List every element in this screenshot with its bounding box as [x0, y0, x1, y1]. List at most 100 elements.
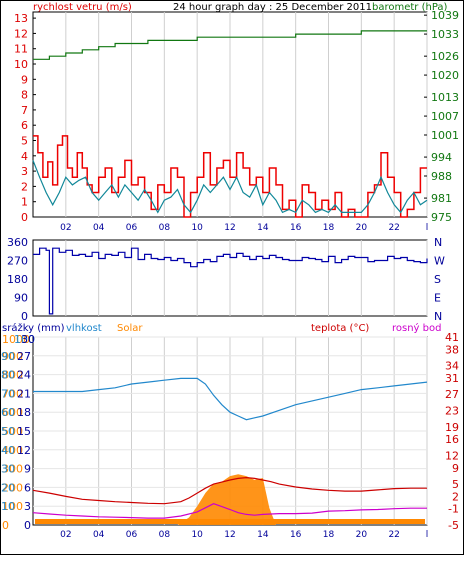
rain-ytick: 30 [21, 333, 35, 346]
temperature-ytick: 19 [445, 421, 459, 434]
solar-ytick: 400 [2, 444, 23, 457]
wind-xtick: 18 [323, 223, 335, 233]
humidity-ytick: 20 [1, 481, 15, 494]
wind-ytick: 0 [21, 211, 28, 224]
wind-ytick: 6 [21, 119, 28, 132]
temperature-xtick: 06 [126, 530, 138, 540]
series-wind-direction [33, 247, 428, 315]
humidity-ytick: 50 [1, 425, 15, 438]
solar-ytick: 900 [2, 350, 23, 363]
wind-ytick: 12 [14, 27, 28, 40]
temperature-xtick: 14 [257, 530, 269, 540]
legend-solar: Solar [117, 323, 143, 334]
solar-ytick: 1000 [2, 333, 30, 346]
temperature-ytick: 5 [452, 478, 459, 491]
solar-ytick: 600 [2, 406, 23, 419]
wind-xtick: 06 [126, 223, 138, 233]
wind-ytick: 7 [21, 104, 28, 117]
wind-ytick: 2 [21, 180, 28, 193]
rain-ytick: 21 [17, 387, 31, 400]
wind-xtick: l [426, 223, 429, 233]
solar-ytick: 0 [2, 519, 9, 532]
pressure-ytick: 994 [431, 151, 452, 164]
temperature-xtick: 02 [60, 530, 71, 540]
pressure-axis-label: barometr (hPa) [372, 2, 448, 13]
direction-compass-label: S [434, 273, 441, 286]
wind-ytick: 5 [21, 135, 28, 148]
temperature-ytick: 12 [445, 450, 459, 463]
panel-temperature: 02 04 06 08 10 12 14 16 18 20 22 l01002003004005006… [1, 331, 459, 540]
wind-xtick: 02 [60, 223, 71, 233]
wind-xtick: 08 [159, 223, 171, 233]
temperature-ytick: 16 [445, 433, 459, 446]
pressure-ytick: 1013 [431, 91, 459, 104]
solar-ytick: 100 [2, 500, 23, 513]
temperature-ytick: 38 [445, 343, 459, 356]
series-solar [177, 474, 276, 525]
humidity-ytick: 60 [1, 406, 15, 419]
temperature-ytick: -5 [448, 519, 459, 532]
temperature-ytick: 41 [445, 331, 459, 344]
temperature-xtick: 12 [224, 530, 235, 540]
wind-xtick: 10 [191, 223, 203, 233]
direction-compass-label: N [434, 236, 442, 249]
pressure-ytick: 981 [431, 192, 452, 205]
wind-ytick: 1 [21, 196, 28, 209]
temperature-xtick: 16 [290, 530, 302, 540]
humidity-ytick: 30 [1, 463, 15, 476]
direction-ytick: 360 [7, 236, 28, 249]
graph-title: 24 hour graph day : 25 December 2011 [173, 2, 372, 13]
direction-ytick: 90 [14, 292, 28, 305]
wind-xtick: 16 [290, 223, 302, 233]
temperature-xtick: 22 [388, 530, 399, 540]
direction-compass-label: N [434, 310, 442, 323]
solar-ytick: 500 [2, 425, 23, 438]
series-pressure [33, 30, 427, 60]
pressure-ytick: 1007 [431, 110, 459, 123]
series-solar-baseline [35, 519, 425, 524]
solar-ytick: 200 [2, 481, 23, 494]
wind-ytick: 4 [21, 150, 28, 163]
humidity-ytick: 10 [1, 500, 15, 513]
legend-temperature: teplota (°C) [311, 323, 369, 334]
wind-xtick: 04 [93, 223, 105, 233]
direction-ytick: 270 [7, 255, 28, 268]
solar-ytick: 700 [2, 387, 23, 400]
humidity-ytick: 40 [1, 444, 15, 457]
temperature-ytick: 9 [452, 462, 459, 475]
wind-ytick: 8 [21, 89, 28, 102]
rain-ytick: 12 [17, 444, 31, 457]
solar-ytick: 800 [2, 369, 23, 382]
pressure-ytick: 1020 [431, 69, 459, 82]
temperature-ytick: -1 [448, 503, 459, 516]
rain-ytick: 18 [17, 406, 31, 419]
temperature-xtick: 20 [356, 530, 368, 540]
wind-xtick: 14 [257, 223, 269, 233]
rain-ytick: 27 [17, 350, 31, 363]
rain-ytick: 0 [24, 519, 31, 532]
series-wind-average [32, 160, 428, 214]
rain-ytick: 3 [24, 500, 31, 513]
wind-ytick: 11 [14, 43, 28, 56]
pressure-ytick: 975 [431, 211, 452, 224]
temperature-ytick: 27 [445, 388, 459, 401]
series-dewpoint [32, 503, 427, 519]
solar-ytick: 300 [2, 463, 23, 476]
direction-ytick: 0 [21, 310, 28, 323]
temperature-xtick: 10 [191, 530, 203, 540]
humidity-ytick: 90 [1, 350, 15, 363]
direction-compass-label: W [434, 255, 445, 268]
humidity-ytick: 100 [14, 333, 35, 346]
pressure-ytick: 1001 [431, 129, 459, 142]
wind-ytick: 13 [14, 12, 28, 25]
humidity-ytick: 70 [1, 387, 15, 400]
temperature-ytick: 31 [445, 372, 459, 385]
temperature-xtick: 18 [323, 530, 335, 540]
temperature-xtick: l [426, 530, 429, 540]
wind-ytick: 9 [21, 73, 28, 86]
panel-wind: 02 04 06 08 10 12 14 16 18 20 22 l01234567891011121… [14, 9, 459, 233]
wind-xtick: 22 [388, 223, 399, 233]
